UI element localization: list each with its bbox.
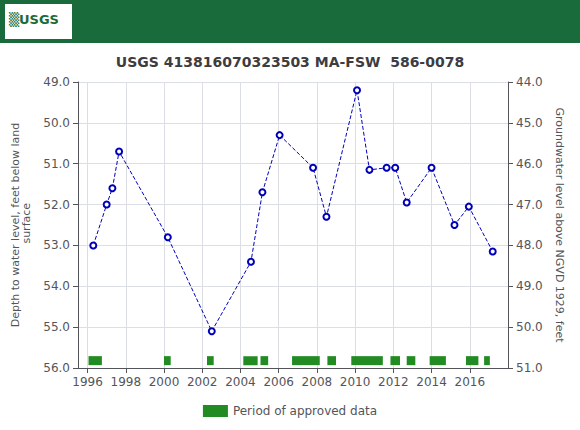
svg-text:2016: 2016 <box>455 375 486 389</box>
svg-text:2004: 2004 <box>225 375 256 389</box>
svg-text:1998: 1998 <box>111 375 142 389</box>
svg-text:46.0: 46.0 <box>516 157 543 171</box>
svg-text:2000: 2000 <box>149 375 180 389</box>
svg-text:2014: 2014 <box>416 375 447 389</box>
svg-text:2012: 2012 <box>378 375 409 389</box>
svg-text:45.0: 45.0 <box>516 116 543 130</box>
svg-text:50.0: 50.0 <box>516 320 543 334</box>
svg-text:49.0: 49.0 <box>516 279 543 293</box>
svg-text:44.0: 44.0 <box>516 75 543 89</box>
svg-text:▒USGS: ▒USGS <box>9 11 59 28</box>
svg-text:2002: 2002 <box>187 375 218 389</box>
svg-text:51.0: 51.0 <box>516 361 543 375</box>
svg-text:50.0: 50.0 <box>43 116 70 130</box>
svg-text:47.0: 47.0 <box>516 198 543 212</box>
svg-text:55.0: 55.0 <box>43 320 70 334</box>
svg-text:51.0: 51.0 <box>43 157 70 171</box>
svg-text:surface: surface <box>20 203 33 247</box>
svg-text:48.0: 48.0 <box>516 238 543 252</box>
svg-text:1996: 1996 <box>72 375 103 389</box>
svg-text:53.0: 53.0 <box>43 238 70 252</box>
svg-text:2006: 2006 <box>263 375 294 389</box>
svg-text:54.0: 54.0 <box>43 279 70 293</box>
svg-text:2008: 2008 <box>302 375 333 389</box>
svg-text:49.0: 49.0 <box>43 75 70 89</box>
svg-text:Groundwater level above NGVD 1: Groundwater level above NGVD 1929, feet <box>553 107 566 343</box>
svg-text:56.0: 56.0 <box>43 361 70 375</box>
svg-text:USGS 413816070323503 MA-FSW 5: USGS 413816070323503 MA-FSW 586-0078 <box>116 54 464 70</box>
svg-text:Period of approved data: Period of approved data <box>233 404 377 418</box>
svg-text:Depth to water level, feet bel: Depth to water level, feet below land <box>9 122 23 328</box>
svg-text:52.0: 52.0 <box>43 198 70 212</box>
svg-text:2010: 2010 <box>340 375 371 389</box>
